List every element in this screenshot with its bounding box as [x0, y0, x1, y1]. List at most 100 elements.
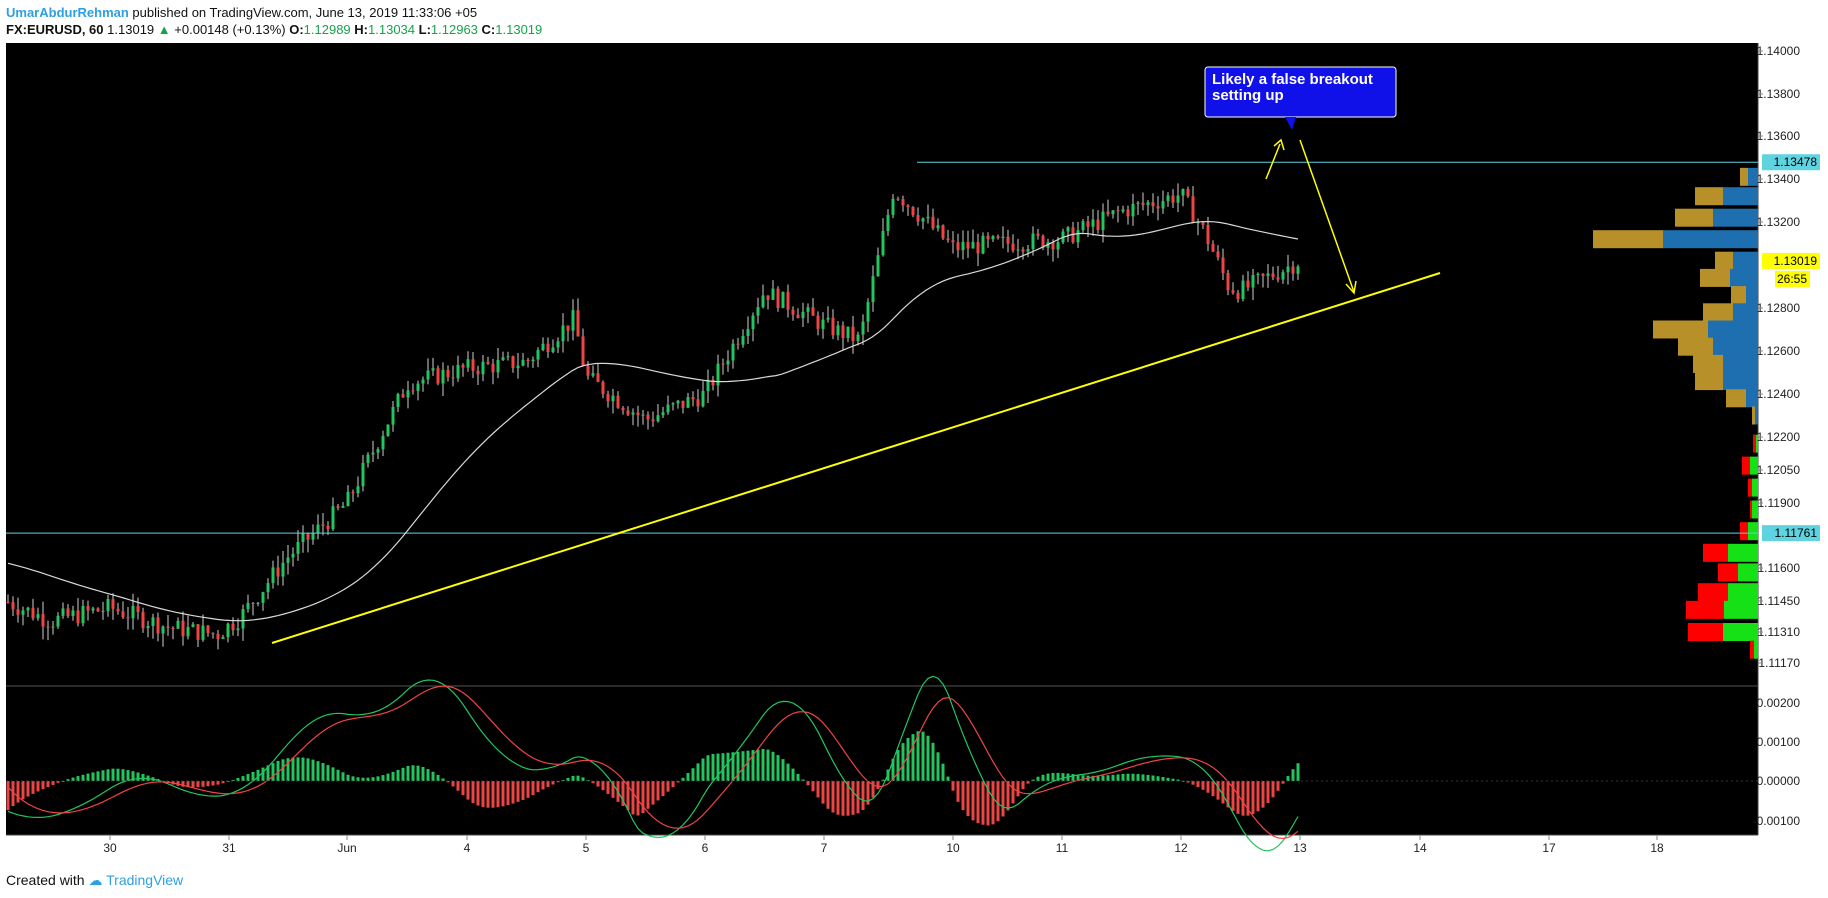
candle-body [1111, 210, 1115, 215]
macd-bar [376, 776, 380, 781]
candle-body [466, 359, 470, 368]
candle-body [316, 524, 320, 533]
macd-bar [931, 742, 935, 781]
candle-body [711, 379, 715, 386]
candle-body [1296, 266, 1300, 274]
macd-bar [471, 781, 475, 804]
candle-body [651, 419, 655, 422]
breakout-arrow [1265, 143, 1281, 180]
macd-bar [51, 781, 55, 785]
candle-body [551, 347, 555, 353]
candle-body [576, 310, 580, 337]
callout-box[interactable] [1204, 66, 1397, 118]
macd-bar [41, 781, 45, 790]
macd-bar [1146, 774, 1150, 781]
macd-bar [1056, 772, 1060, 781]
macd-bar [726, 752, 730, 781]
macd-bar [356, 777, 360, 781]
up-arrow-icon: ▲ [157, 22, 171, 37]
macd-bar [601, 781, 605, 791]
candle-body [206, 625, 210, 634]
macd-bar [6, 781, 10, 811]
candle-body [396, 394, 400, 407]
macd-bar [46, 781, 50, 788]
candle-body [796, 314, 800, 319]
macd-bar [1281, 781, 1285, 784]
candle-body [1101, 211, 1105, 231]
profile-bar-down [1740, 522, 1748, 541]
volume-profile [1593, 167, 1758, 659]
macd-bar [681, 777, 685, 781]
profile-bar-down [1750, 500, 1752, 519]
candle-body [1081, 221, 1085, 231]
candle-body [966, 242, 970, 249]
candle-body [456, 364, 460, 379]
macd-bar [1021, 781, 1025, 790]
candle-body [911, 206, 915, 216]
candle-body [771, 288, 775, 300]
candle-body [1276, 277, 1280, 280]
candle-body [36, 614, 40, 619]
candle-body [1181, 188, 1185, 196]
macd-bar [1136, 773, 1140, 781]
macd-bar [816, 781, 820, 798]
macd-bar [541, 781, 545, 790]
price-tick-label: 1.11310 [1758, 625, 1801, 639]
candle-body [76, 610, 80, 624]
macd-bar [1131, 773, 1135, 781]
macd-bar [1126, 773, 1130, 781]
macd-bar [131, 771, 135, 781]
callout[interactable]: Likely a false breakout setting up [1204, 66, 1397, 130]
candle-body [1221, 257, 1225, 274]
candle-body [411, 390, 415, 392]
candle-body [541, 343, 545, 351]
candle-body [856, 334, 860, 342]
macd-bar [696, 763, 700, 781]
macd-bar [531, 781, 535, 796]
macd-bar [756, 749, 760, 781]
time-tick-label: 17 [1542, 841, 1556, 855]
macd-bar [946, 776, 950, 781]
macd-bar [266, 765, 270, 781]
candle-body [271, 567, 275, 584]
macd-bar [1041, 774, 1045, 781]
macd-bar [126, 770, 130, 781]
candle-body [496, 359, 500, 373]
candle-body [821, 319, 825, 329]
candle-body [46, 626, 50, 628]
macd-bar [121, 769, 125, 781]
candle-body [606, 394, 610, 402]
macd-bar [1031, 779, 1035, 781]
candle-body [876, 255, 880, 277]
candle-body [286, 557, 290, 563]
macd-bar [806, 781, 810, 786]
profile-bar-down [1753, 434, 1756, 453]
macd-bar [276, 760, 280, 781]
candle-body [1006, 236, 1010, 244]
candle-body [291, 553, 295, 558]
candle-body [641, 414, 645, 416]
macd-bar [381, 775, 385, 781]
candle-body [701, 390, 705, 407]
macd-bar [11, 781, 15, 807]
macd-bar [1221, 781, 1225, 804]
macd-bar [66, 779, 70, 781]
candle-body [1151, 202, 1155, 207]
candle-body [336, 506, 340, 508]
candle-body [1166, 195, 1170, 202]
candle-body [871, 276, 875, 303]
macd-bar [326, 765, 330, 781]
candle-body [1126, 209, 1130, 217]
candle-body [236, 628, 240, 631]
macd-bar [1121, 773, 1125, 781]
published-text: published on TradingView.com, June 13, 2… [132, 5, 478, 20]
candle-body [721, 363, 725, 365]
macd-bar [936, 752, 940, 781]
price-badge-label: 26:55 [1777, 272, 1807, 286]
author-name[interactable]: UmarAbdurRehman [6, 5, 129, 20]
macd-bar [286, 758, 290, 781]
candle-body [591, 373, 595, 376]
candle-body [451, 377, 455, 379]
tradingview-brand[interactable]: TradingView [106, 872, 184, 888]
